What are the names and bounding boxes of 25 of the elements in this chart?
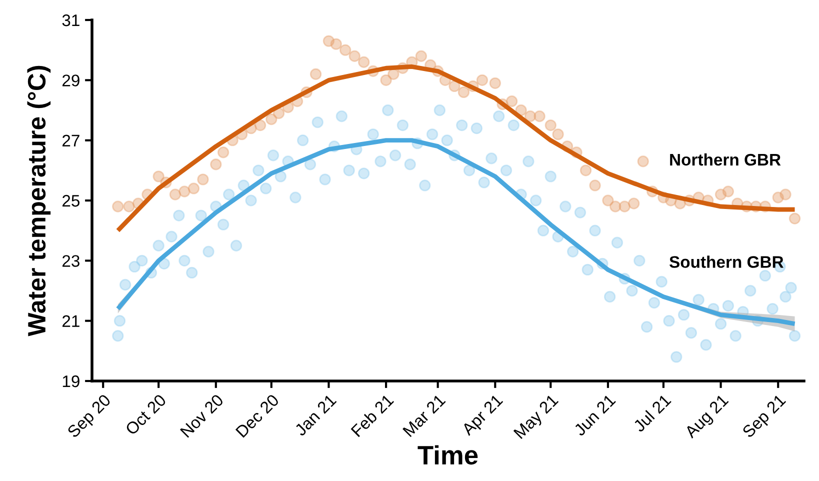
y-axis-title: Water temperature (°C) <box>27 66 51 336</box>
y-tick-label: 31 <box>62 14 80 26</box>
series-label: Southern GBR <box>669 256 784 268</box>
x-tick-label: Sep 21 <box>742 394 789 441</box>
x-tick-label: Nov 20 <box>180 394 224 438</box>
x-tick-label: May 21 <box>513 394 562 442</box>
x-tick-label: Jul 21 <box>632 393 672 433</box>
x-tick-label: Oct 20 <box>124 394 167 436</box>
y-tick-label: 27 <box>62 134 80 146</box>
series-label: Northern GBR <box>670 153 781 166</box>
x-axis-title: Time <box>418 445 478 465</box>
x-tick-label: Jun 21 <box>573 394 616 437</box>
y-tick-label: 19 <box>62 375 80 388</box>
x-tick-label: Apr 21 <box>460 394 506 438</box>
y-tick-label: 23 <box>62 255 80 267</box>
y-tick-label: 25 <box>62 194 80 207</box>
x-tick-label: Jan 21 <box>294 394 337 437</box>
x-tick-label: Feb 21 <box>350 393 394 438</box>
line-series <box>116 64 797 233</box>
y-tick-label: 29 <box>62 74 80 86</box>
x-tick-label: Dec 20 <box>235 394 280 438</box>
y-tick-label: 21 <box>62 315 80 327</box>
x-tick-label: Sep 20 <box>66 394 114 441</box>
x-tick-label: Mar 21 <box>402 394 446 438</box>
x-tick-label: Aug 21 <box>684 394 732 442</box>
